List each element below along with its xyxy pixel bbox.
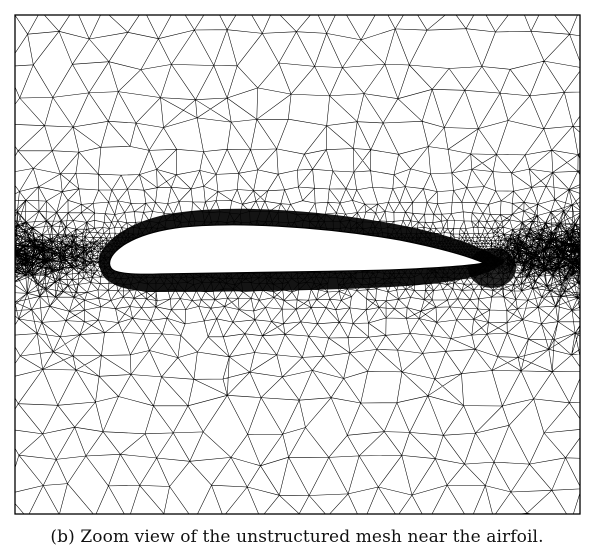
figure-caption: (b) Zoom view of the unstructured mesh n… bbox=[50, 527, 544, 547]
trailing-edge-refinement bbox=[468, 248, 516, 288]
unstructured-mesh-diagram bbox=[14, 14, 581, 515]
mesh-frame bbox=[14, 14, 581, 515]
airfoil-shape bbox=[109, 224, 486, 275]
